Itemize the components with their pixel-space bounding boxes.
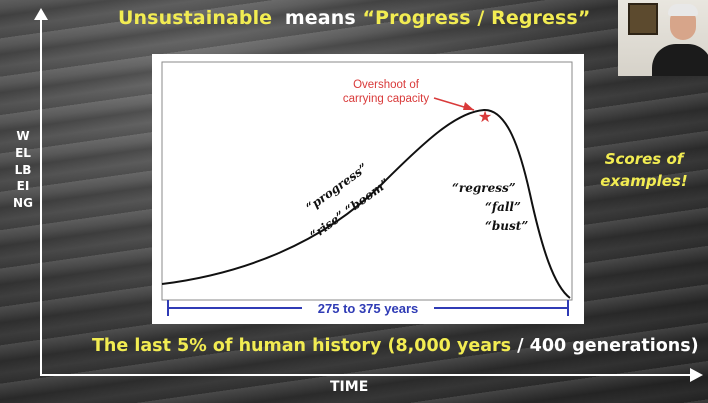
presenter-webcam [618,0,708,76]
title-unsustainable: Unsustainable [118,7,273,29]
span-label: 275 to 375 years [318,301,418,316]
overshoot-star-icon: ★ [478,107,492,126]
bottom-caption-main: The last 5% of human history (8,000 year… [92,336,512,356]
y-axis-label: WELLBEING [13,129,33,211]
y-axis-arrow-icon [34,8,48,20]
bottom-caption-generations: / 400 generations) [517,336,699,356]
title-progress-regress: “Progress / Regress” [362,7,591,29]
webcam-background-painting [628,3,658,35]
label-regress: “regress” [452,181,516,195]
annotation-line2: carrying capacity [343,93,430,105]
chart-frame [161,61,573,301]
bottom-caption: The last 5% of human history (8,000 year… [92,336,699,356]
label-fall: “fall” [485,200,521,214]
x-axis-line [40,374,690,376]
annotation-line1: Overshoot of [353,79,420,91]
chart-svg: Overshoot of carrying capacity ★ “progre… [161,61,573,316]
annotation-arrowhead-icon [463,102,474,110]
label-bust: “bust” [485,219,528,233]
presenter-hair [668,4,698,16]
chart-panel: Overshoot of carrying capacity ★ “progre… [152,54,584,324]
slide-title: Unsustainable means “Progress / Regress” [118,7,591,29]
progress-regress-curve [161,108,571,299]
x-axis-arrow-icon [690,368,703,382]
side-note: Scores of examples! [600,150,688,190]
presenter-body [652,44,708,76]
x-axis-label: TIME [330,379,369,395]
y-axis-line [40,16,42,375]
title-means: means [284,7,356,29]
